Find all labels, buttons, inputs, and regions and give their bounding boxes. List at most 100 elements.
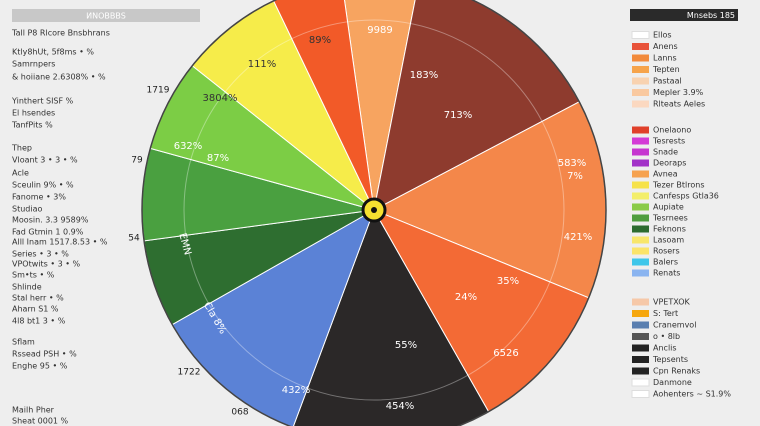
legend-swatch: [632, 170, 649, 178]
left-text: 4l8 bt1 3 • %: [12, 317, 66, 326]
left-text: Samrnpers: [12, 60, 55, 69]
legend-label: Aupiate: [653, 203, 684, 212]
outer-label: 068: [231, 408, 248, 418]
legend-label: Tepten: [652, 65, 680, 74]
legend-swatch: [632, 100, 649, 108]
outer-label: 1722: [178, 368, 201, 378]
left-text: Tall P8 Rlcore Bnsbhrans: [11, 29, 110, 38]
legend-swatch: [632, 66, 649, 73]
slice-label: 713%: [444, 110, 473, 121]
legend-label: Lanns: [653, 54, 677, 63]
outer-label: 54: [128, 234, 140, 244]
left-text: Rssead PSH • %: [12, 350, 77, 359]
legend-swatch: [632, 43, 649, 50]
legend-swatch: [632, 247, 649, 255]
legend-label: Avnea: [653, 170, 678, 179]
legend-swatch: [632, 236, 649, 244]
left-text: Sheat 0001 %: [12, 417, 69, 426]
slice-label: 111%: [248, 59, 277, 70]
legend-swatch: [632, 344, 649, 352]
left-text: Mailh Pher: [12, 406, 55, 415]
legend-swatch: [632, 89, 649, 96]
legend-swatch: [632, 321, 649, 329]
slice-label: 454%: [386, 401, 415, 412]
left-text: Sceulin 9% • %: [12, 181, 74, 190]
legend-label: Pastaal: [653, 77, 682, 86]
legend-label: Snade: [653, 148, 678, 157]
legend-label: Cpn Renaks: [653, 367, 700, 376]
legend-label: Balers: [653, 258, 678, 267]
left-text: Enghe 95 • %: [12, 362, 68, 371]
legend-label: Onelaono: [653, 126, 691, 135]
outer-label: 1719: [147, 86, 170, 96]
legend-swatch: [631, 378, 650, 387]
slice-label: 632%: [174, 141, 203, 152]
slice-label: 432%: [282, 385, 311, 396]
slice-label: 9989: [367, 25, 392, 36]
legend-swatch: [631, 31, 650, 39]
left-text: Studiao: [12, 205, 42, 214]
slice-label: 3804%: [203, 93, 238, 104]
legend-label: o • 8lb: [653, 332, 680, 341]
pie: [141, 0, 607, 426]
left-header: ИNOBBBS: [86, 12, 126, 21]
legend-swatch: [632, 367, 649, 375]
left-text: Ktly8hUt, 5f8ms • %: [12, 48, 94, 57]
legend-label: Cranemvol: [653, 321, 696, 330]
left-text: TanfPits %: [11, 121, 53, 130]
legend-swatch: [632, 192, 649, 200]
legend-label: VPETXOK: [653, 298, 691, 307]
slice-label: 87%: [207, 153, 229, 164]
slice-label: 6526: [493, 348, 518, 359]
left-header-bar: [12, 9, 200, 22]
legend-label: Rlteats Aeles: [653, 100, 705, 109]
left-text: Yinthert SISF %: [11, 97, 74, 106]
legend-swatch: [632, 148, 649, 156]
legend-label: Tepsents: [652, 355, 688, 364]
left-text: Vloant 3 • 3 • %: [12, 156, 78, 165]
legend-label: Tezer Btlrons: [652, 181, 705, 190]
slice-label: 421%: [564, 232, 593, 243]
legend-label: Anclis: [653, 344, 677, 353]
legend-label: Ellos: [653, 31, 672, 40]
inner-ring: [183, 19, 565, 401]
left-text: Sm•ts • %: [12, 271, 55, 280]
left-text: Fanome • 3%: [12, 193, 66, 202]
legend-swatch: [632, 54, 649, 62]
legend-swatch: [632, 159, 649, 167]
pie-slice: [343, 0, 416, 211]
slice-label: 89%: [309, 35, 331, 46]
legend-label: Feknons: [653, 225, 686, 234]
legend-label: Deoraps: [653, 159, 686, 168]
legend-swatch: [632, 310, 649, 317]
outer-label: 79: [131, 156, 143, 166]
legend-swatch: [631, 390, 650, 398]
slice-label: 35%: [497, 276, 519, 287]
left-text: Thep: [11, 144, 32, 153]
legend-swatch: [632, 77, 649, 85]
legend-label: Danmone: [653, 378, 692, 387]
left-text: Acle: [12, 169, 29, 178]
slice-label: 183%: [410, 70, 439, 81]
legend-label: Tesrests: [652, 137, 685, 146]
legend-swatch: [632, 258, 649, 266]
legend-swatch: [632, 214, 649, 222]
legend-swatch: [632, 181, 649, 189]
legend-swatch: [632, 203, 649, 211]
left-text: Stal herr • %: [12, 294, 64, 303]
left-text: Sflam: [12, 338, 35, 347]
left-text: El hsendes: [12, 109, 55, 118]
left-text: Fad Gtmin 1 0.9%: [12, 228, 84, 237]
right-header-bar: [630, 9, 738, 21]
left-text: VPOtwits • 3 • %: [12, 260, 81, 269]
legend-label: Rosers: [653, 247, 680, 256]
legend-label: Canfesps Gtla36: [653, 192, 719, 201]
legend-label: Renats: [653, 269, 680, 278]
legend-swatch: [632, 126, 649, 134]
left-text: & hoiiane 2.6308% • %: [12, 73, 106, 82]
slice-label: 583%: [558, 158, 587, 169]
outer-ring: [141, 0, 607, 426]
legend-swatch: [632, 333, 649, 340]
legend-label: Aohenters ~ S1.9%: [653, 390, 731, 399]
